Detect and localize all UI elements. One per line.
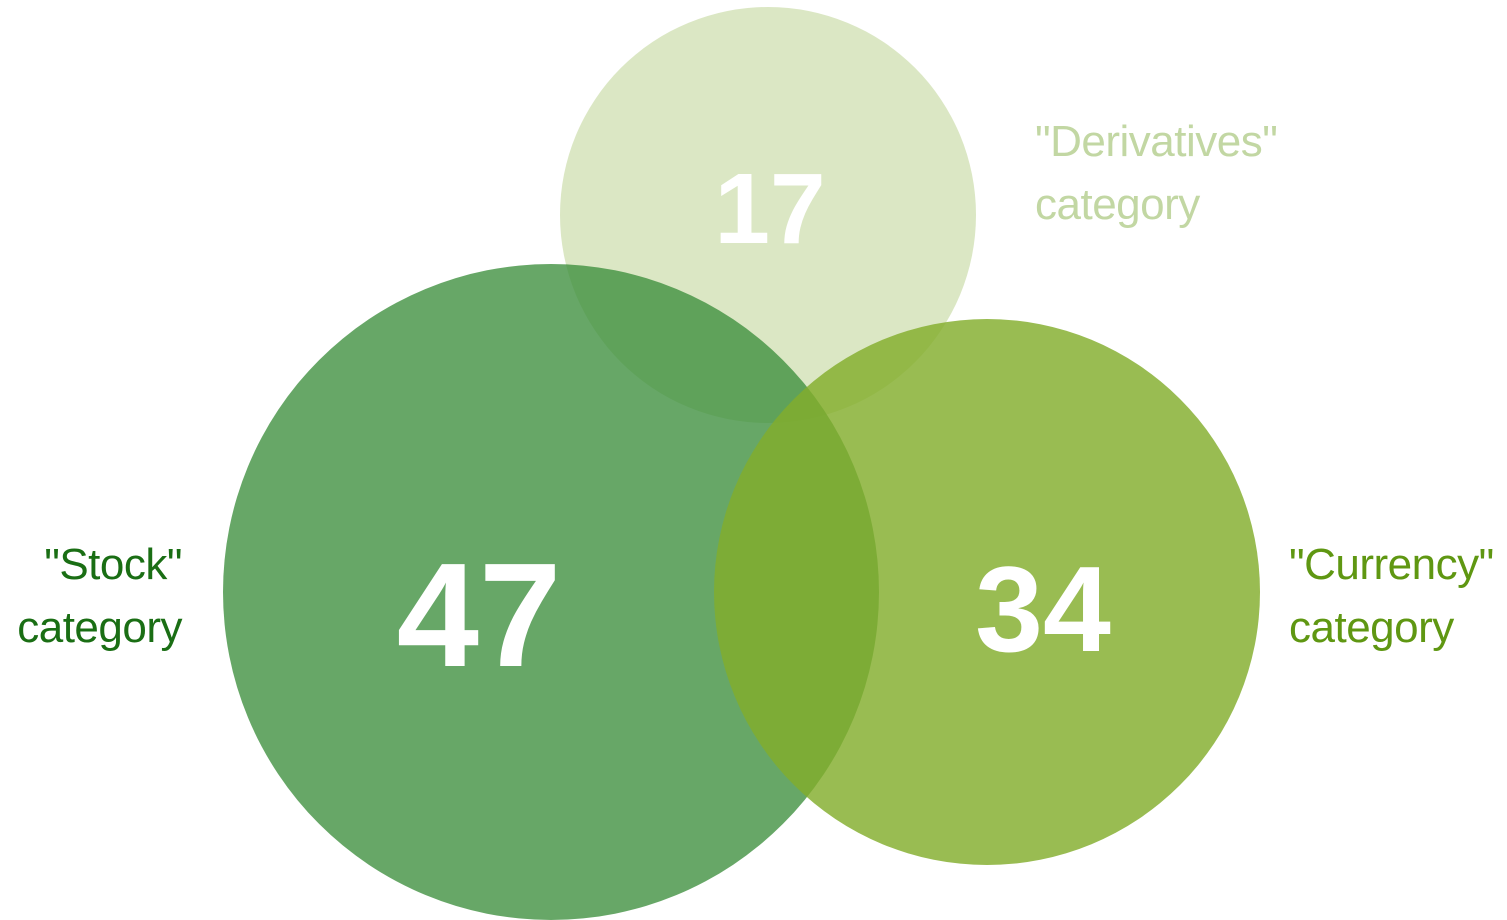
currency-circle [714,319,1260,865]
stock-circle [223,264,879,920]
derivatives-count: 17 [714,153,825,265]
currency-label: "Currency" category [1289,533,1494,659]
currency-label-line2: category [1289,603,1454,652]
stock-count: 47 [397,533,562,698]
currency-count: 34 [975,541,1111,677]
stock-label: "Stock" category [17,533,182,659]
stock-label-line1: "Stock" [44,540,182,589]
derivatives-label: "Derivatives" category [1035,110,1278,236]
currency-label-line1: "Currency" [1289,540,1494,589]
derivatives-label-line1: "Derivatives" [1035,117,1278,166]
stock-label-line2: category [17,603,182,652]
derivatives-label-line2: category [1035,180,1200,229]
